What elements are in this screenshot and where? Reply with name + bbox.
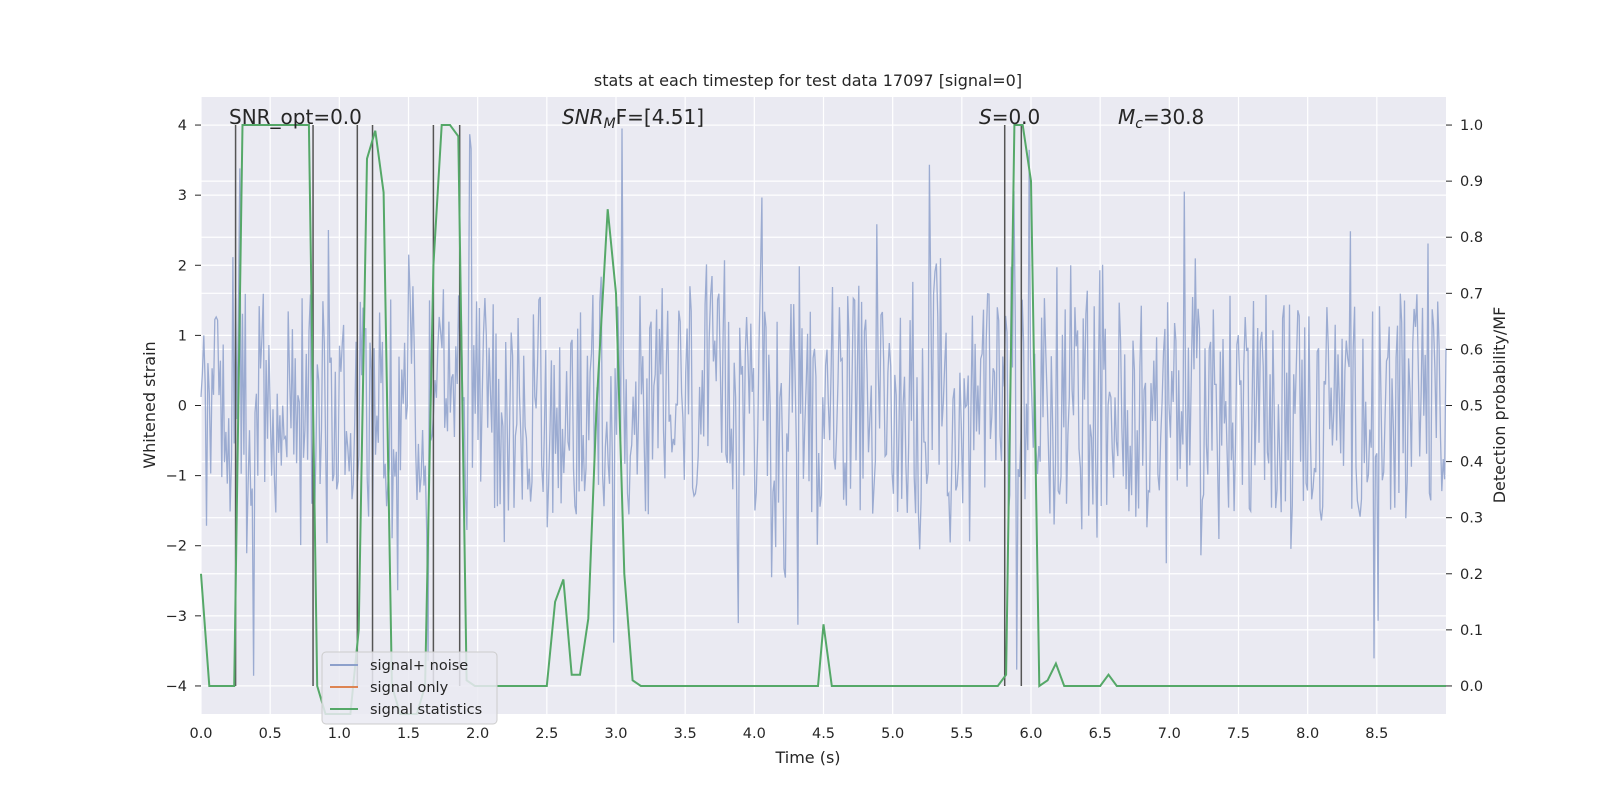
x-tick-label-10: 5.0 — [881, 726, 904, 742]
legend-label-signal-noise: signal+ noise — [370, 658, 468, 674]
x-tick-label-4: 2.0 — [466, 726, 489, 742]
legend: signal+ noise signal only signal statist… — [321, 651, 498, 725]
y-right-tick-label-4: 0.6 — [1460, 342, 1483, 358]
y-right-tick-label-1: 0.9 — [1460, 174, 1483, 190]
x-tick-label-14: 7.0 — [1158, 726, 1181, 742]
x-tick-label-11: 5.5 — [950, 726, 973, 742]
y-axis-right-label: Detection probability/MF — [1490, 307, 1509, 504]
x-tick-label-15: 7.5 — [1227, 726, 1250, 742]
x-tick-label-1: 0.5 — [259, 726, 282, 742]
x-tick-label-12: 6.0 — [1019, 726, 1042, 742]
x-tick-label-3: 1.5 — [397, 726, 420, 742]
legend-label-signal-only: signal only — [370, 680, 449, 696]
x-tick-label-0: 0.0 — [189, 726, 212, 742]
annotation-s: S=0.0 — [979, 105, 1040, 129]
y-left-tick-label-5: −1 — [166, 469, 187, 485]
tick-labels: 0.0 0.5 1.0 1.5 2.0 2.5 3.0 3.5 4.0 4.5 5.0 5.5 6.0 6… — [166, 118, 1483, 742]
y-left-tick-label-8: −4 — [166, 679, 187, 695]
legend-box — [321, 651, 498, 725]
noise-series — [200, 128, 1447, 676]
annotation-snr-mf: SNRMF=[4.51] — [562, 105, 704, 132]
y-right-tick-label-5: 0.5 — [1460, 399, 1483, 415]
y-left-tick-label-0: 4 — [178, 118, 187, 134]
x-tick-label-6: 3.0 — [604, 726, 627, 742]
y-right-tick-label-0: 1.0 — [1460, 118, 1483, 134]
x-tick-label-2: 1.0 — [328, 726, 351, 742]
y-left-tick-label-4: 0 — [178, 399, 187, 415]
y-right-tick-label-10: 0.0 — [1460, 679, 1483, 695]
y-left-tick-label-6: −2 — [166, 539, 187, 555]
annotation-mc: Mc=30.8 — [1118, 105, 1204, 132]
x-tick-label-16: 8.0 — [1296, 726, 1319, 742]
y-right-tick-label-7: 0.3 — [1460, 511, 1483, 527]
y-left-tick-label-2: 2 — [178, 258, 187, 274]
x-tick-label-8: 4.0 — [743, 726, 766, 742]
statistics-series — [200, 124, 1446, 715]
y-axis-left-label: Whitened strain — [140, 341, 159, 468]
x-axis-label: Time (s) — [774, 748, 840, 767]
y-right-tick-label-6: 0.4 — [1460, 455, 1483, 471]
y-right-tick-label-3: 0.7 — [1460, 286, 1483, 302]
x-tick-label-17: 8.5 — [1365, 726, 1388, 742]
x-tick-label-7: 3.5 — [674, 726, 697, 742]
series-signal-noise — [200, 128, 1447, 676]
y-left-tick-label-1: 3 — [178, 188, 187, 204]
x-tick-label-9: 4.5 — [812, 726, 835, 742]
y-right-tick-label-8: 0.2 — [1460, 567, 1483, 583]
y-left-tick-label-7: −3 — [166, 609, 187, 625]
legend-label-signal-statistics: signal statistics — [370, 702, 482, 718]
y-right-tick-label-2: 0.8 — [1460, 230, 1483, 246]
x-tick-label-13: 6.5 — [1089, 726, 1112, 742]
y-right-tick-label-9: 0.1 — [1460, 623, 1483, 639]
annotation-snr-opt: SNR_opt=0.0 — [229, 105, 362, 129]
y-left-tick-label-3: 1 — [178, 328, 187, 344]
chart-title: stats at each timestep for test data 170… — [594, 71, 1022, 90]
series-signal-statistics — [200, 124, 1446, 715]
x-tick-label-5: 2.5 — [535, 726, 558, 742]
